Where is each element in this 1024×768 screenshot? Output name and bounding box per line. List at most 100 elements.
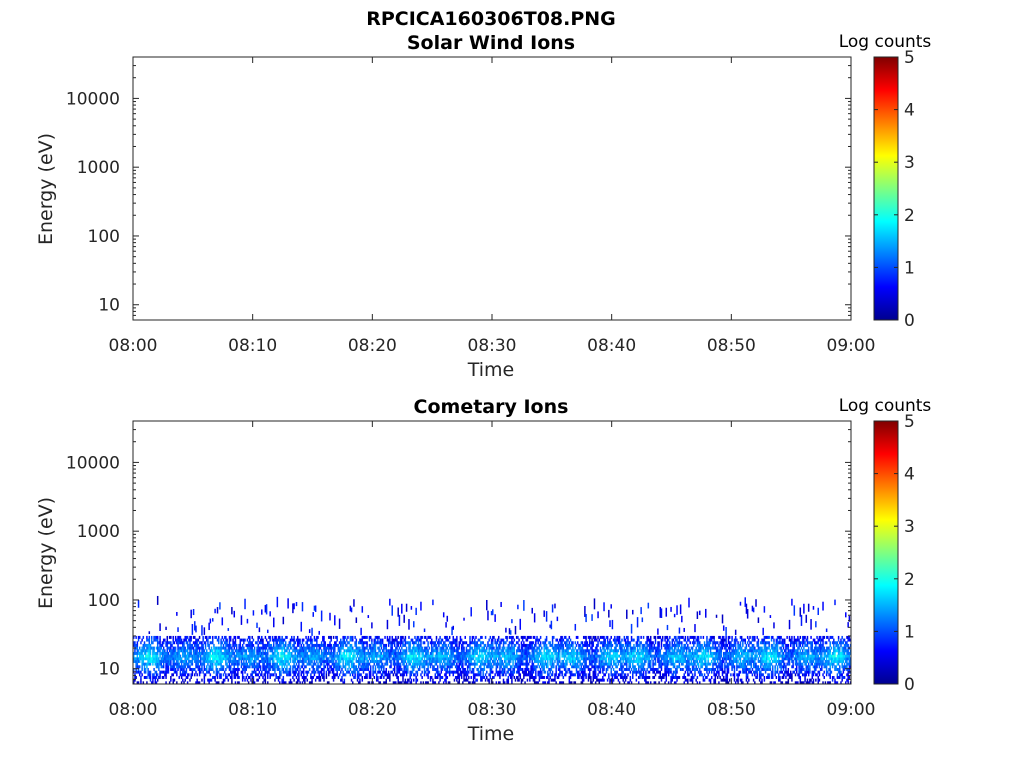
heatmap-cell	[539, 667, 542, 671]
heatmap-cell	[627, 667, 629, 671]
heatmap-cell	[618, 681, 621, 685]
heatmap-cell	[545, 665, 548, 669]
heatmap-cell	[133, 678, 135, 682]
heatmap-cell	[189, 649, 191, 653]
heatmap-cell	[183, 659, 185, 663]
heatmap-cell	[334, 649, 336, 653]
heatmap-cell	[186, 635, 189, 639]
heatmap-cell	[413, 654, 415, 658]
heatmap-cell	[356, 646, 359, 650]
heatmap-cell	[451, 654, 453, 658]
heatmap-cell	[441, 643, 444, 647]
heatmap-cell	[188, 646, 190, 650]
heatmap-cell	[511, 649, 513, 653]
heatmap-cell	[360, 651, 362, 655]
heatmap-cell	[375, 635, 378, 639]
heatmap-cell	[502, 641, 505, 645]
heatmap-cell	[223, 651, 226, 655]
heatmap-cell	[554, 646, 556, 650]
heatmap-cell	[329, 654, 331, 658]
heatmap-cell	[138, 670, 141, 674]
heatmap-cell	[594, 638, 597, 642]
heatmap-cell	[541, 662, 543, 666]
heatmap-cell	[300, 651, 303, 655]
heatmap-cell	[301, 602, 304, 612]
heatmap-cell	[584, 606, 586, 617]
heatmap-cell	[280, 673, 282, 677]
heatmap-cell	[448, 673, 451, 677]
heatmap-cell	[320, 673, 323, 677]
heatmap-cell	[451, 665, 453, 669]
heatmap-cell	[362, 657, 365, 661]
heatmap-cell	[517, 662, 519, 666]
heatmap-cell	[208, 659, 210, 663]
heatmap-cell	[234, 681, 237, 685]
heatmap-cell	[557, 662, 560, 666]
heatmap-cell	[346, 670, 348, 674]
heatmap-cell	[354, 673, 356, 677]
heatmap-cell	[208, 665, 210, 669]
heatmap-cell	[471, 649, 474, 653]
heatmap-cell	[465, 673, 468, 677]
heatmap-cell	[472, 641, 475, 645]
heatmap-cell	[305, 665, 307, 669]
heatmap-cell	[508, 657, 511, 661]
heatmap-cell	[277, 651, 280, 655]
heatmap-cell	[176, 662, 178, 666]
heatmap-cell	[445, 670, 447, 674]
heatmap-cell	[466, 649, 469, 653]
heatmap-cell	[322, 659, 324, 663]
heatmap-cell	[605, 646, 608, 650]
heatmap-cell	[592, 643, 595, 647]
heatmap-cell	[414, 665, 416, 669]
heatmap-cell	[263, 659, 265, 663]
heatmap-cell	[420, 673, 422, 677]
heatmap-cell	[411, 670, 414, 674]
heatmap-cell	[170, 675, 172, 679]
heatmap-cell	[572, 654, 574, 658]
heatmap-cell	[142, 643, 145, 647]
heatmap-cell	[304, 646, 306, 650]
heatmap-cell	[508, 662, 511, 666]
heatmap-cell	[265, 670, 268, 674]
heatmap-cell	[410, 681, 413, 685]
heatmap-cell	[190, 654, 192, 658]
heatmap-cell	[544, 654, 547, 658]
heatmap-cell	[519, 673, 522, 677]
heatmap-cell	[340, 646, 342, 650]
heatmap-cell	[324, 651, 326, 655]
heatmap-cell	[588, 641, 591, 645]
heatmap-cell	[347, 649, 349, 653]
heatmap-cell	[447, 665, 450, 669]
heatmap-cell	[573, 654, 575, 658]
heatmap-cell	[256, 649, 258, 653]
heatmap-cell	[436, 651, 439, 655]
heatmap-cell	[435, 662, 438, 666]
heatmap-cell	[269, 649, 271, 653]
heatmap-cell	[502, 643, 505, 647]
heatmap-cell	[635, 678, 638, 682]
heatmap-cell	[203, 659, 206, 663]
heatmap-cell	[436, 654, 439, 658]
heatmap-cell	[587, 635, 590, 639]
heatmap-cell	[489, 665, 492, 669]
heatmap-cell	[162, 657, 165, 661]
heatmap-cell	[544, 643, 547, 647]
heatmap-cell	[280, 670, 282, 674]
heatmap-cell	[133, 641, 135, 645]
heatmap-cell	[349, 643, 352, 647]
heatmap-cell	[244, 667, 246, 671]
heatmap-cell	[238, 675, 240, 679]
heatmap-cell	[322, 675, 324, 679]
heatmap-cell	[413, 657, 415, 661]
heatmap-cell	[389, 649, 391, 653]
heatmap-cell	[566, 641, 568, 645]
heatmap-cell	[353, 649, 355, 653]
heatmap-cell	[533, 681, 536, 685]
heatmap-cell	[194, 635, 196, 639]
heatmap-cell	[509, 673, 512, 677]
heatmap-cell	[410, 651, 413, 655]
heatmap-cell	[182, 667, 184, 671]
heatmap-cell	[381, 657, 384, 661]
heatmap-cell	[186, 675, 189, 679]
